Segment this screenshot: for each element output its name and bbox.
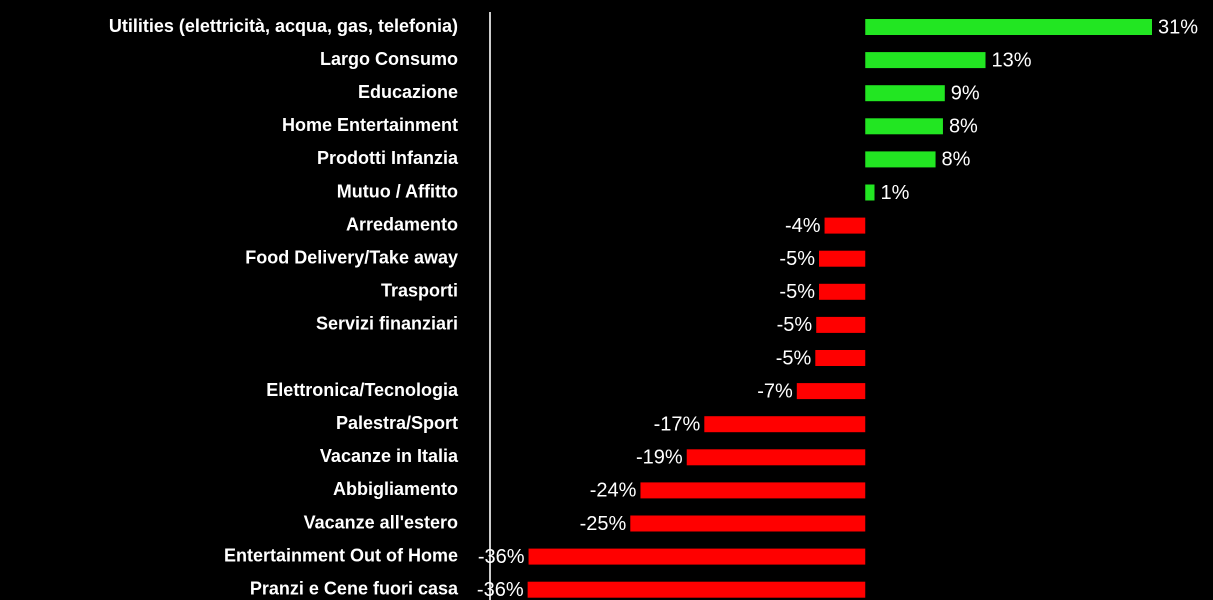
category-label: Abbigliamento: [333, 479, 458, 499]
bar: [815, 350, 866, 366]
value-label: 8%: [942, 149, 971, 171]
category-label: Prodotti Infanzia: [317, 148, 459, 168]
bar: [816, 316, 866, 333]
bar: [630, 515, 866, 532]
category-label: Mutuo / Affitto: [337, 181, 458, 201]
category-label: Arredamento: [346, 214, 458, 234]
value-label: -5%: [779, 281, 815, 303]
value-label: -5%: [779, 248, 815, 270]
value-label: -19%: [636, 447, 683, 469]
value-label: -17%: [654, 413, 701, 435]
category-label: Servizi finanziari: [316, 314, 458, 334]
bar: [686, 449, 866, 466]
category-label: Largo Consumo: [320, 49, 458, 69]
bar: [865, 19, 1152, 35]
value-label: 9%: [951, 82, 980, 104]
category-label: Vacanze all'estero: [304, 512, 458, 532]
bar: [528, 548, 866, 565]
category-label: Educazione: [358, 82, 458, 102]
value-label: -7%: [757, 380, 793, 402]
bar: [865, 184, 875, 201]
bar: [819, 250, 866, 267]
bar: [819, 283, 866, 300]
bar: [527, 581, 866, 598]
value-label: -5%: [777, 314, 813, 336]
bar: [865, 85, 945, 102]
category-label: Pranzi e Cene fuori casa: [250, 578, 459, 598]
bar: [704, 416, 866, 433]
category-label: Trasporti: [381, 281, 458, 301]
value-label: -4%: [785, 215, 821, 237]
bar: [865, 151, 936, 168]
value-label: 31%: [1158, 16, 1198, 38]
bar: [865, 118, 943, 135]
value-label: 8%: [949, 116, 978, 138]
bar: [640, 482, 866, 499]
category-label: Home Entertainment: [282, 115, 458, 135]
value-label: -24%: [590, 480, 637, 502]
category-label: Vacanze in Italia: [320, 446, 459, 466]
category-label: Palestra/Sport: [336, 413, 458, 433]
value-label: -5%: [776, 347, 812, 369]
category-label: Elettronica/Tecnologia: [266, 380, 459, 400]
value-label: 1%: [881, 182, 910, 204]
value-label: -36%: [478, 546, 525, 568]
category-label: Food Delivery/Take away: [245, 247, 458, 267]
value-label: -36%: [477, 579, 524, 600]
value-label: -25%: [580, 513, 627, 535]
bar: [865, 52, 986, 69]
bar: [824, 217, 866, 234]
bar: [796, 383, 866, 400]
category-label: Entertainment Out of Home: [224, 545, 458, 565]
category-label: Utilities (elettricità, acqua, gas, tele…: [109, 16, 458, 36]
value-label: 13%: [992, 49, 1032, 71]
